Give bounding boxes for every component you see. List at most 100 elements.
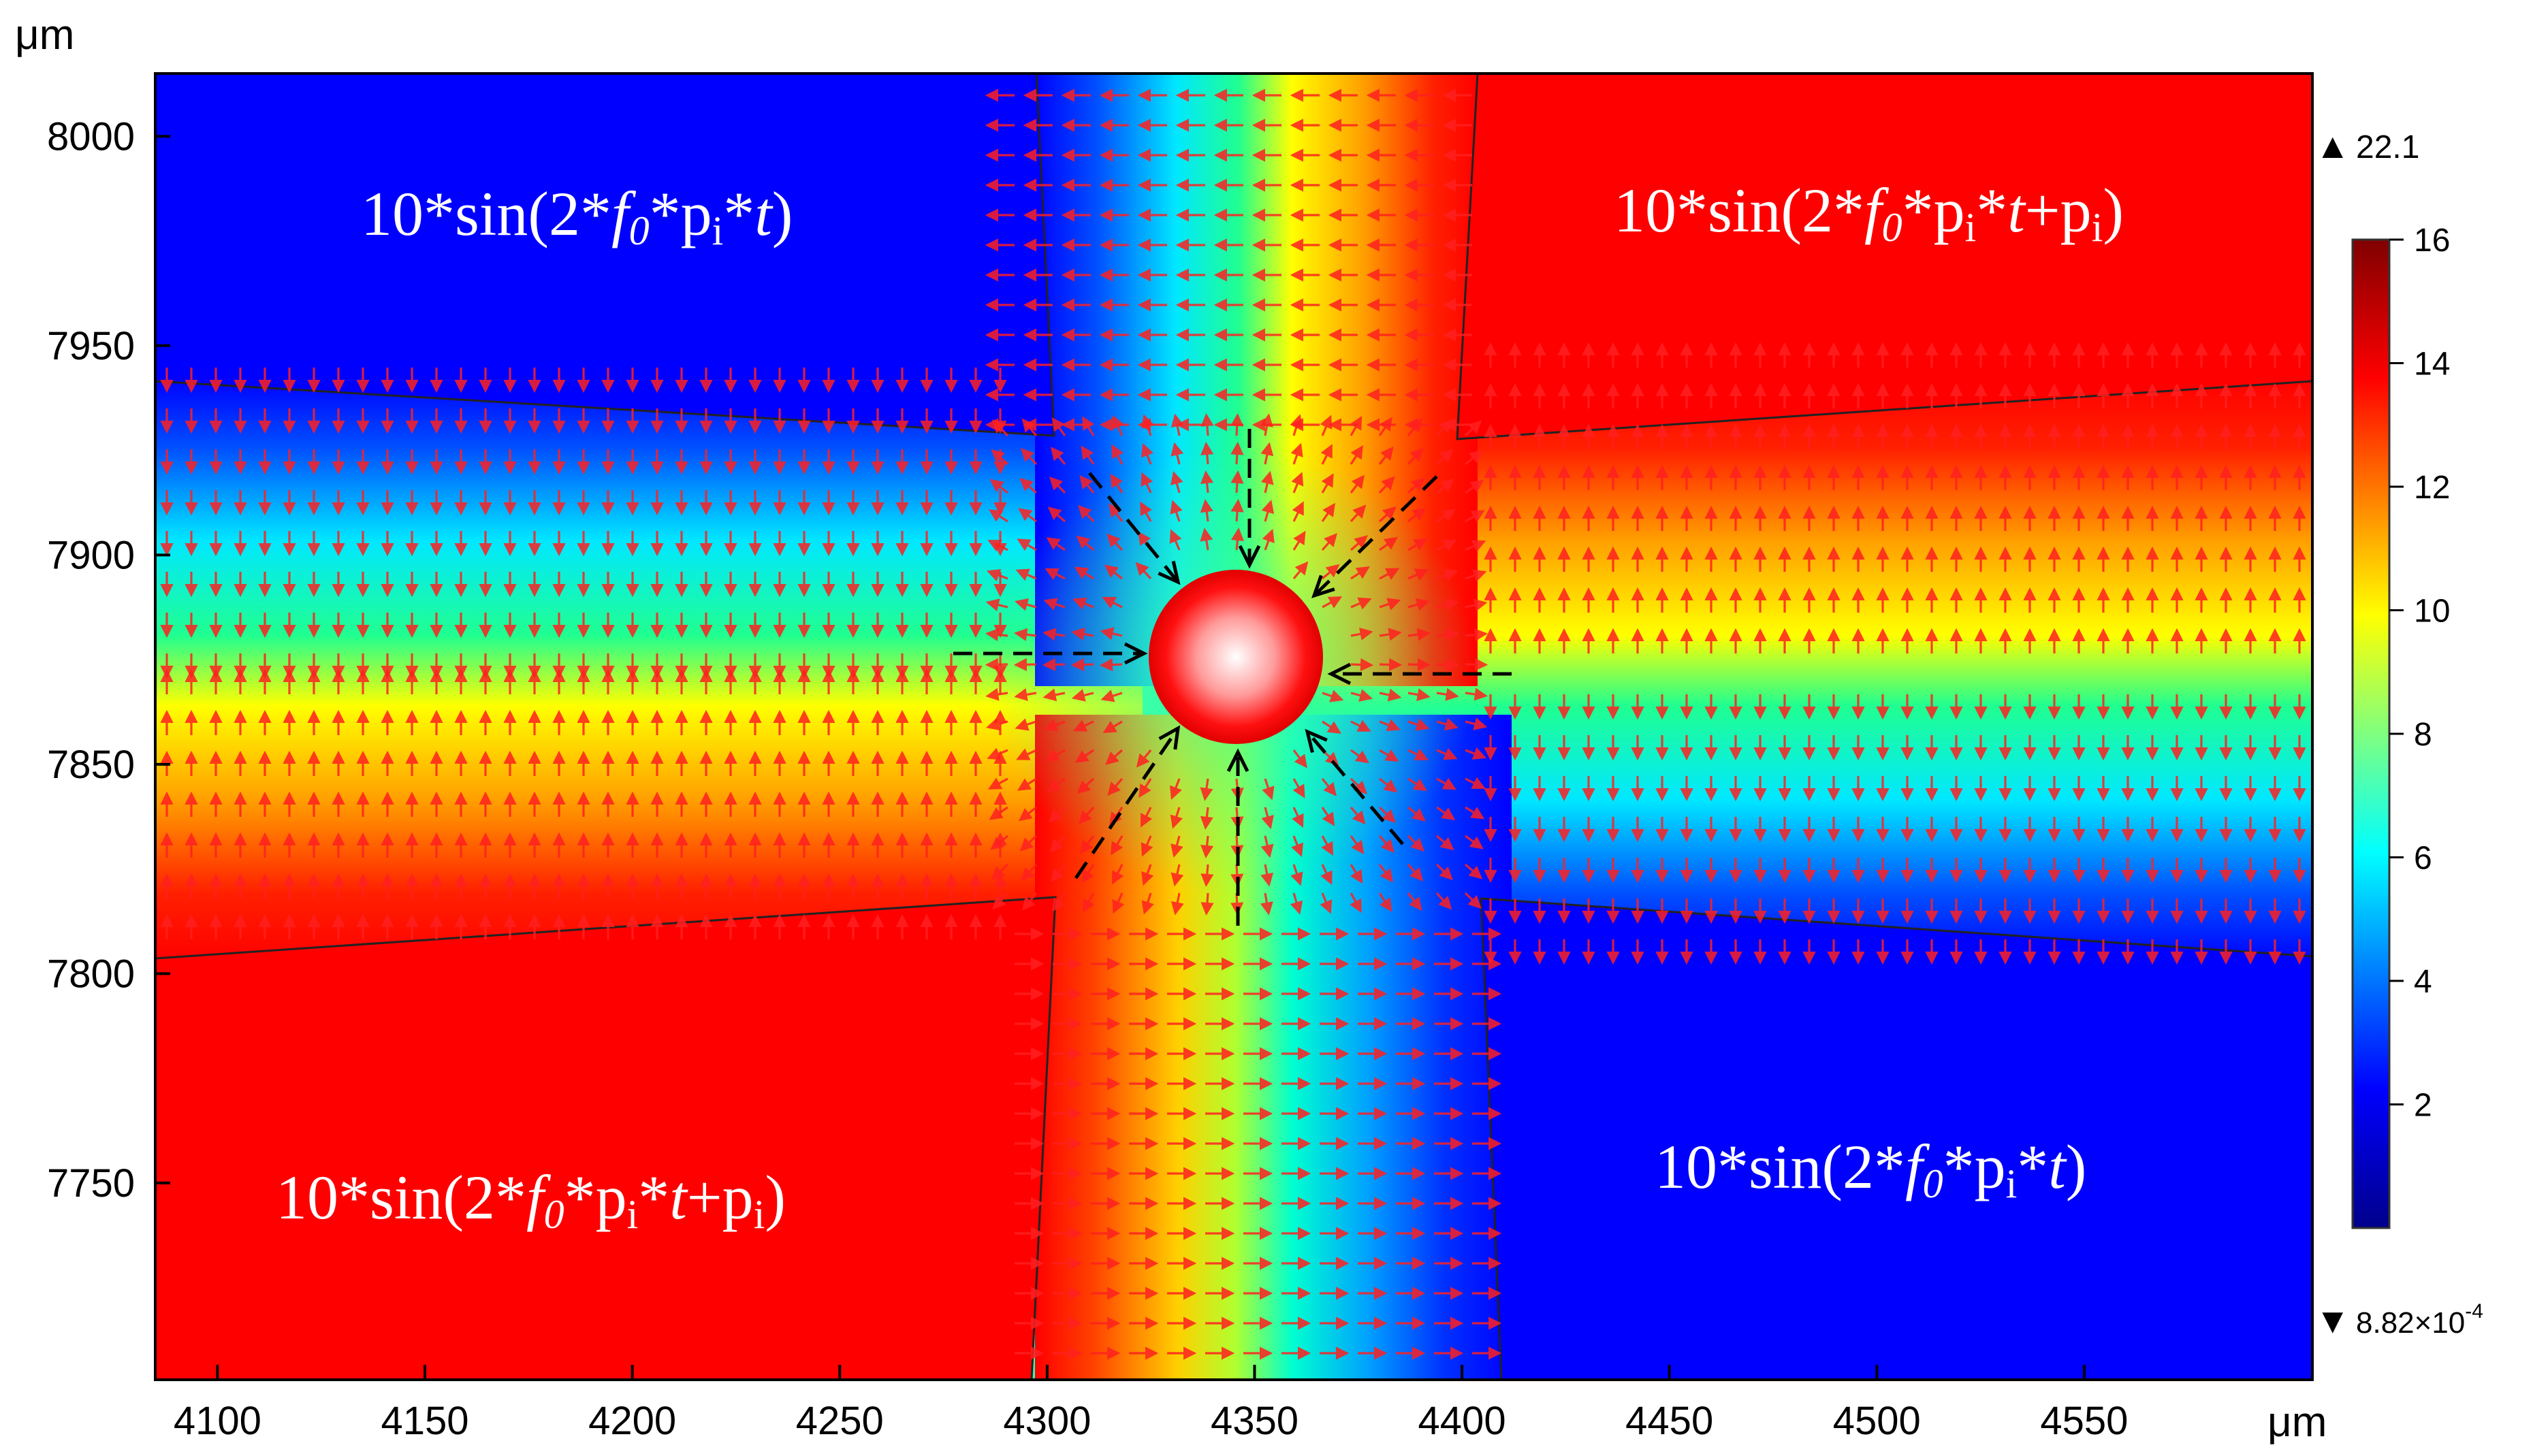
field-arrow bbox=[1049, 476, 1066, 494]
field-arrow bbox=[1322, 720, 1341, 734]
field-arrow bbox=[1350, 504, 1367, 523]
field-arrow bbox=[1350, 416, 1363, 436]
field-arrow bbox=[1320, 892, 1333, 914]
field-arrow bbox=[1052, 892, 1066, 912]
field-arrow bbox=[1322, 690, 1344, 702]
field-arrow bbox=[1350, 474, 1365, 494]
field-arrow bbox=[1200, 470, 1214, 494]
field-arrow bbox=[1019, 478, 1038, 494]
field-arrow bbox=[1378, 476, 1395, 494]
field-arrow bbox=[985, 658, 1008, 671]
field-arrow bbox=[1015, 598, 1037, 611]
field-arrow bbox=[1407, 538, 1428, 551]
x-tick-label: 4300 bbox=[1003, 1399, 1091, 1443]
field-arrow bbox=[1071, 628, 1094, 641]
colorbar: ▲ 22.1 2 4 6 8 10 12 14 16 ▼ 8.82×10-4 bbox=[2315, 127, 2483, 1341]
force-arrow-bottom-right bbox=[1305, 728, 1404, 845]
field-arrow bbox=[1261, 500, 1275, 522]
label-top-right: 10*sin(2*f0*pi*t+pi) bbox=[1614, 176, 2124, 250]
field-arrow bbox=[1378, 864, 1393, 883]
field-arrow bbox=[1112, 415, 1124, 436]
field-arrow bbox=[1292, 530, 1306, 551]
colorbar-min-marker: ▼ bbox=[2315, 1301, 2350, 1341]
field-arrow bbox=[1200, 528, 1213, 551]
y-tick-label: 8000 bbox=[47, 114, 135, 159]
field-arrow bbox=[1436, 747, 1458, 760]
field-arrow bbox=[1200, 441, 1214, 465]
field-arrow bbox=[1407, 507, 1427, 523]
field-arrow bbox=[1077, 777, 1095, 794]
field-arrow bbox=[1260, 892, 1273, 916]
field-arrow bbox=[1464, 892, 1482, 909]
field-arrow bbox=[1350, 892, 1362, 913]
field-arrow bbox=[1021, 863, 1038, 881]
field-arrow bbox=[1320, 864, 1333, 886]
field-arrow bbox=[1350, 835, 1365, 855]
field-arrow bbox=[1435, 419, 1452, 437]
field-arrow bbox=[1260, 864, 1274, 887]
x-tick-label: 4500 bbox=[1833, 1399, 1921, 1443]
field-arrow bbox=[1436, 539, 1457, 552]
field-arrow bbox=[1076, 535, 1095, 551]
field-arrow bbox=[1078, 504, 1095, 523]
field-arrow bbox=[1051, 864, 1066, 883]
field-arrow bbox=[1292, 807, 1304, 828]
field-arrow bbox=[1465, 480, 1484, 494]
field-arrow bbox=[1435, 449, 1454, 466]
field-arrow bbox=[1014, 628, 1037, 641]
field-arrow bbox=[1292, 778, 1305, 798]
field-arrow bbox=[1350, 749, 1369, 764]
colorbar-tick-label: 14 bbox=[2414, 346, 2450, 383]
label-top-left: 10*sin(2*f0*pi*t) bbox=[361, 179, 793, 253]
field-arrow bbox=[1071, 689, 1094, 702]
field-arrow bbox=[1379, 536, 1399, 551]
field-arrow bbox=[986, 717, 1008, 731]
field-arrow bbox=[1072, 719, 1094, 732]
field-arrow bbox=[1200, 892, 1214, 916]
field-arrow bbox=[1105, 749, 1124, 765]
field-arrow bbox=[1436, 717, 1459, 731]
field-arrow bbox=[1112, 892, 1125, 914]
field-arrow bbox=[1072, 597, 1094, 610]
field-arrow bbox=[1141, 472, 1153, 494]
field-arrow bbox=[1141, 414, 1154, 436]
field-arrow bbox=[1407, 598, 1430, 611]
x-tick-label: 4200 bbox=[588, 1399, 676, 1443]
field-arrow bbox=[1290, 414, 1303, 436]
field-arrow bbox=[1070, 658, 1094, 672]
field-arrow bbox=[1292, 749, 1307, 769]
field-arrow bbox=[1465, 777, 1486, 789]
field-arrow bbox=[1109, 807, 1124, 826]
field-arrow bbox=[1104, 564, 1123, 580]
field-arrow bbox=[1049, 835, 1066, 853]
field-arrow bbox=[991, 449, 1009, 466]
field-arrow bbox=[1291, 472, 1304, 494]
field-arrow bbox=[1407, 718, 1430, 731]
field-arrow bbox=[1378, 835, 1395, 854]
field-arrow bbox=[1350, 566, 1370, 580]
field-arrow bbox=[1320, 415, 1333, 436]
field-arrow bbox=[1020, 448, 1038, 466]
colorbar-min-label: 8.82×10-4 bbox=[2356, 1300, 2483, 1340]
field-arrow bbox=[1465, 658, 1488, 671]
field-arrow bbox=[1407, 688, 1431, 701]
field-arrow bbox=[1465, 687, 1488, 701]
field-arrow bbox=[1050, 447, 1066, 466]
colorbar-tick-label: 16 bbox=[2414, 223, 2450, 259]
colorbar-tick-label: 4 bbox=[2414, 964, 2432, 1000]
field-arrow bbox=[1350, 806, 1366, 825]
field-arrow bbox=[1260, 470, 1274, 494]
field-arrow bbox=[1321, 473, 1334, 494]
colorbar-tick-label: 6 bbox=[2414, 841, 2432, 877]
field-arrow bbox=[1136, 749, 1152, 768]
y-tick-label: 7850 bbox=[47, 743, 135, 787]
field-arrow bbox=[988, 509, 1008, 523]
field-arrow bbox=[1465, 835, 1484, 850]
y-unit-label: μm bbox=[15, 12, 74, 59]
force-arrow-top-left bbox=[1088, 472, 1181, 585]
field-arrow bbox=[1047, 506, 1066, 523]
field-arrow bbox=[1465, 598, 1488, 612]
field-arrow bbox=[1407, 418, 1422, 437]
field-arrow bbox=[1260, 442, 1274, 465]
field-arrow bbox=[1018, 508, 1037, 523]
